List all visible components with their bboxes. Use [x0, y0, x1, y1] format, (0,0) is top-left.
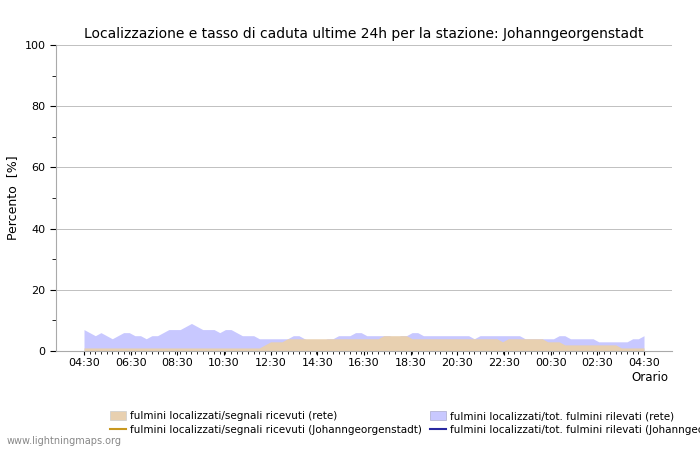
Y-axis label: Percento  [%]: Percento [%] [6, 156, 19, 240]
Title: Localizzazione e tasso di caduta ultime 24h per la stazione: Johanngeorgenstadt: Localizzazione e tasso di caduta ultime … [84, 27, 644, 41]
Text: www.lightningmaps.org: www.lightningmaps.org [7, 436, 122, 446]
Legend: fulmini localizzati/segnali ricevuti (rete), fulmini localizzati/segnali ricevut: fulmini localizzati/segnali ricevuti (re… [111, 411, 700, 436]
Text: Orario: Orario [631, 371, 668, 384]
